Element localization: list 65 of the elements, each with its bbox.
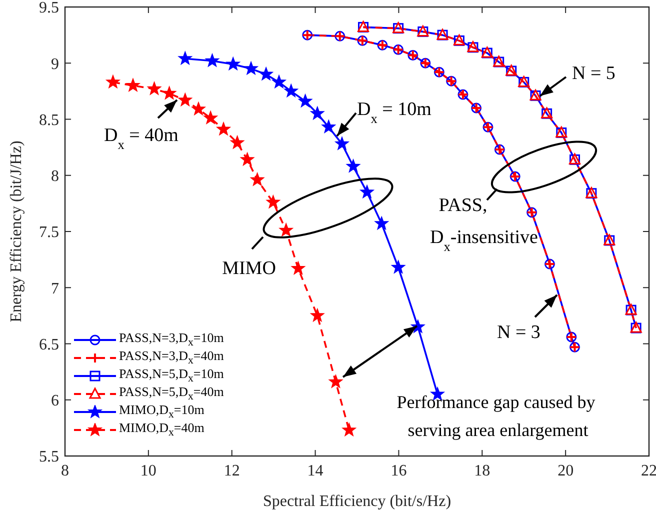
annotation: MIMO	[222, 258, 276, 279]
y-tick-label: 8	[51, 168, 59, 186]
legend-label: MIMO,D$_{x}$=10m	[119, 402, 204, 422]
point	[244, 62, 258, 74]
y-tick-label: 6	[51, 392, 59, 410]
point	[106, 75, 120, 88]
x-tick-label: 14	[307, 462, 324, 480]
annotation: PASS,	[438, 195, 488, 216]
y-tick-label: 9.5	[39, 0, 59, 17]
x-axis-title: Spectral Efficiency (bit/s/Hz)	[262, 493, 452, 510]
point	[204, 111, 218, 124]
point	[230, 136, 244, 149]
y-tick-label: 7	[51, 280, 59, 298]
point	[216, 122, 230, 136]
point	[342, 423, 356, 436]
point	[292, 262, 305, 274]
x-tick-label: 20	[558, 462, 574, 480]
x-tick-label: 16	[390, 462, 407, 480]
point	[310, 106, 324, 120]
x-tick-label: 10	[140, 462, 156, 480]
y-tick-label: 7.5	[39, 224, 59, 242]
point	[192, 102, 206, 115]
legend-label: PASS,N=3,D$_{x}$=10m	[119, 330, 224, 350]
point	[162, 86, 176, 100]
y-axis-title: Energy Efficiency (bit/J/Hz)	[8, 140, 25, 322]
point	[266, 195, 280, 208]
legend-label: PASS,N=5,D$_{x}$=10m	[119, 366, 224, 386]
x-tick-label: 22	[641, 462, 656, 480]
annotation: serving area enlargement	[408, 420, 588, 440]
annotation: Performance gap caused by	[396, 392, 596, 412]
point	[178, 52, 192, 64]
point	[272, 75, 286, 88]
point	[360, 185, 374, 198]
y-tick-label: 9	[51, 56, 59, 73]
point	[226, 57, 240, 70]
annotation: N = 3	[497, 322, 540, 343]
point	[329, 374, 342, 388]
point	[284, 84, 298, 97]
point	[374, 216, 388, 230]
point	[206, 54, 219, 67]
y-tick-label: 6.5	[39, 336, 59, 354]
legend-label: PASS,N=5,D$_{x}$=40m	[119, 384, 224, 404]
annotation: N = 5	[572, 63, 616, 84]
point	[392, 260, 405, 274]
point	[279, 223, 293, 236]
point	[310, 308, 324, 322]
x-tick-label: 12	[224, 462, 240, 480]
point	[298, 94, 312, 108]
point	[126, 78, 140, 92]
point	[259, 67, 273, 80]
point	[148, 82, 161, 95]
point	[178, 93, 192, 106]
point	[335, 136, 349, 150]
legend-label: PASS,N=3,D$_{x}$=40m	[119, 348, 224, 368]
annotation: D$_{x}$-insensitive	[430, 227, 538, 254]
legend-label: MIMO,D$_{x}$=40m	[119, 420, 204, 440]
x-tick-label: 18	[474, 462, 490, 480]
point	[250, 172, 264, 186]
y-tick-label: 5.5	[39, 448, 59, 466]
annotation: D$_{x}$ = 40m	[104, 125, 179, 152]
point	[240, 152, 254, 166]
annotation: D$_{x}$ = 10m	[357, 99, 432, 126]
point	[346, 159, 360, 172]
point	[322, 120, 336, 133]
y-tick-label: 8.5	[39, 112, 59, 129]
